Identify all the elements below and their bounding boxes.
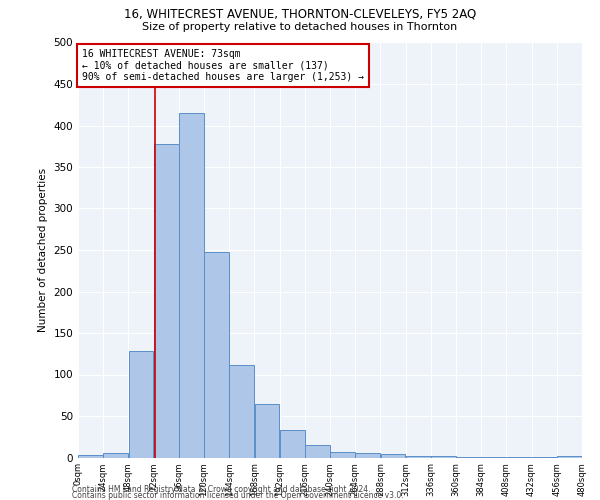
Bar xyxy=(380,454,406,458)
Bar xyxy=(103,454,128,458)
Bar xyxy=(481,456,506,458)
Bar xyxy=(254,404,280,458)
Bar xyxy=(204,252,229,458)
Bar xyxy=(229,364,254,458)
Text: Contains HM Land Registry data © Crown copyright and database right 2024.: Contains HM Land Registry data © Crown c… xyxy=(72,485,371,494)
Text: 16 WHITECREST AVENUE: 73sqm
← 10% of detached houses are smaller (137)
90% of se: 16 WHITECREST AVENUE: 73sqm ← 10% of det… xyxy=(82,49,364,82)
Bar xyxy=(557,456,582,458)
Text: Contains public sector information licensed under the Open Government Licence v3: Contains public sector information licen… xyxy=(72,491,404,500)
Bar xyxy=(406,456,431,458)
Bar xyxy=(355,454,380,458)
Bar xyxy=(506,456,532,458)
Bar xyxy=(280,430,305,458)
Bar xyxy=(78,455,103,458)
Bar xyxy=(456,456,481,458)
Bar xyxy=(128,352,154,458)
Text: Size of property relative to detached houses in Thornton: Size of property relative to detached ho… xyxy=(142,22,458,32)
Y-axis label: Number of detached properties: Number of detached properties xyxy=(38,168,48,332)
Bar xyxy=(532,456,557,458)
Bar xyxy=(154,144,179,458)
Bar xyxy=(305,445,330,458)
Bar xyxy=(179,113,204,458)
Text: 16, WHITECREST AVENUE, THORNTON-CLEVELEYS, FY5 2AQ: 16, WHITECREST AVENUE, THORNTON-CLEVELEY… xyxy=(124,8,476,20)
Bar xyxy=(330,452,355,458)
Bar xyxy=(431,456,456,458)
